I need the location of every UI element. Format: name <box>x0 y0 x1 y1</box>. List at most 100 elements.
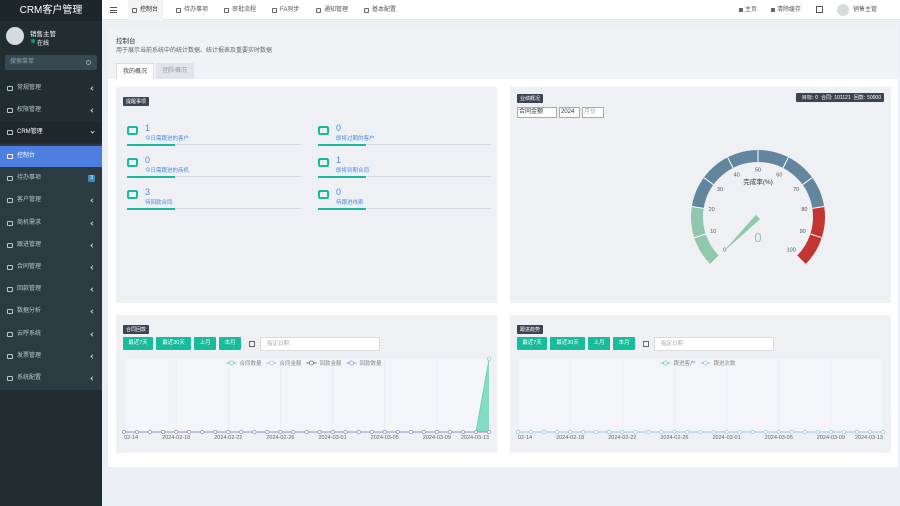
tab-label: 待办事项 <box>184 7 209 13</box>
range-button[interactable]: 本月 <box>219 337 241 350</box>
x-tick-label: 2024-02-22 <box>608 435 636 441</box>
menu-label: 云呼系统 <box>17 330 42 337</box>
range-button[interactable]: 上月 <box>588 337 610 350</box>
point <box>698 430 703 434</box>
reminder-label[interactable]: 今日需跟进的商机 <box>145 168 190 174</box>
nav-tab[interactable]: 审批流程 <box>220 0 261 20</box>
select[interactable]: 月份 <box>582 107 604 118</box>
contract-panel: 合同回款 最近7天 最近30天 上月 本月 指定日期 02-14 2024-02-18 2024… <box>116 315 497 453</box>
nav-link[interactable]: 清除缓存 <box>770 0 801 20</box>
reminder-count[interactable]: 1 <box>336 155 342 165</box>
menu-icon <box>7 242 13 248</box>
date-input[interactable]: 指定日期 <box>260 337 380 351</box>
submenu-item[interactable]: 云呼系统 <box>0 324 102 345</box>
gauge-tick <box>796 255 806 265</box>
menu-toggle[interactable] <box>110 7 117 13</box>
stats-badge: 目标: 0 合同: 101121 回款: 50000 <box>795 93 884 102</box>
stat-value: 50000 <box>867 95 881 101</box>
gauge-pointer <box>722 214 761 253</box>
chevron <box>90 331 95 337</box>
x-tick-label: 2024-03-09 <box>423 435 451 441</box>
nav-tab[interactable]: 基本配置 <box>360 0 401 20</box>
submenu-item[interactable]: 发票管理 <box>0 346 102 367</box>
x-tick-label: 2024-02-26 <box>660 435 688 441</box>
nav-tab[interactable]: 待办事项 <box>172 0 213 20</box>
point <box>737 430 742 434</box>
gauge-tick <box>703 177 714 186</box>
select[interactable]: 合同金额 <box>517 107 557 118</box>
reminder-label[interactable]: 待跟进线索 <box>336 200 364 206</box>
panel-title: 提醒事项 <box>123 97 150 106</box>
reminder-label[interactable]: 即将到期合同 <box>336 168 370 174</box>
menu-item[interactable]: CRM管理 <box>0 122 102 143</box>
gauge-tick <box>727 157 734 169</box>
reminder-label[interactable]: 待回款合同 <box>145 200 173 206</box>
submenu-item[interactable]: 合同管理 <box>0 257 102 278</box>
gauge-chart: 0 10 20 30 40 50 60 70 80 90 100 完成率(%) 0 <box>691 150 825 265</box>
reminder-count[interactable]: 0 <box>336 187 342 197</box>
submenu-item[interactable]: 数据分析 <box>0 301 102 322</box>
point <box>542 430 546 434</box>
sidebar: CRM客户管理 销售主管 在线 搜索菜单 常规管理 权限管理 CRM管理 控制台 待办事… <box>0 0 102 506</box>
logo[interactable]: CRM客户管理 <box>0 0 102 21</box>
divider-accent <box>318 208 366 210</box>
chevron <box>90 198 95 204</box>
x-tick-label: 2024-02-26 <box>266 435 294 441</box>
user-avatar[interactable] <box>837 4 849 16</box>
date-input[interactable]: 指定日期 <box>654 337 774 351</box>
point <box>841 430 846 434</box>
nav-tab[interactable]: 控制台 <box>128 0 164 20</box>
range-button[interactable]: 最近30天 <box>156 337 191 350</box>
reminder-count[interactable]: 0 <box>145 155 151 165</box>
reminder-label[interactable]: 今日需跟进的客户 <box>145 136 190 142</box>
reminder-label[interactable]: 即将过期的客户 <box>336 136 375 142</box>
chevron <box>90 354 95 359</box>
legend-label: 跟进次数 <box>714 359 737 367</box>
search-box[interactable]: 搜索菜单 <box>5 55 97 70</box>
menu-icon <box>7 376 13 381</box>
reminder-count[interactable]: 3 <box>145 187 151 197</box>
range-button[interactable]: 本月 <box>613 337 635 350</box>
point <box>828 430 833 434</box>
submenu-item[interactable]: 控制台 <box>0 146 102 167</box>
nav-link[interactable]: 主页 <box>738 0 757 20</box>
menu-icon <box>7 265 13 270</box>
range-button[interactable]: 最近7天 <box>517 337 547 350</box>
range-button[interactable]: 最近30天 <box>550 337 585 350</box>
reminder-count[interactable]: 1 <box>145 123 151 133</box>
submenu-item[interactable]: 待办事项 3 <box>0 168 102 189</box>
nav-tab[interactable]: FA同步 <box>268 0 304 20</box>
menu-item[interactable]: 权限管理 <box>0 100 102 121</box>
gauge-tick-label: 80 <box>801 207 807 213</box>
submenu-item[interactable]: 跟进管理 <box>0 235 102 256</box>
submenu-item[interactable]: 客户管理 <box>0 190 102 211</box>
range-button[interactable]: 最近7天 <box>123 337 153 350</box>
divider <box>336 176 491 177</box>
content-tab[interactable]: 团队概况 <box>156 63 194 79</box>
menu-icon <box>7 353 13 359</box>
x-tick-label: 2024-02-18 <box>556 435 584 441</box>
gauge-tick <box>812 206 825 209</box>
select[interactable]: 2024 <box>559 107 580 118</box>
range-button[interactable]: 上月 <box>194 337 216 350</box>
content-header <box>108 27 898 79</box>
submenu-item[interactable]: 回款管理 <box>0 279 102 300</box>
point <box>382 430 387 434</box>
gauge-tick <box>782 157 789 169</box>
nav-tab[interactable]: 通知管理 <box>312 0 353 20</box>
point <box>447 430 452 434</box>
reminder-count[interactable]: 0 <box>336 123 342 133</box>
tab-icon <box>176 8 181 13</box>
user-menu[interactable]: 销售主管 <box>853 7 878 13</box>
tab-icon <box>272 8 277 13</box>
submenu-item[interactable]: 系统配置 <box>0 368 102 389</box>
submenu-item[interactable]: 商机需求 <box>0 213 102 234</box>
menu-item[interactable]: 常规管理 <box>0 78 102 99</box>
gauge-tick-label: 10 <box>710 229 716 235</box>
stat-label: 合同: <box>820 95 833 101</box>
chevron <box>90 243 95 248</box>
fullscreen-icon[interactable] <box>816 6 823 13</box>
chevron <box>90 376 95 381</box>
point <box>317 430 322 434</box>
content-tab[interactable]: 我的概况 <box>116 63 154 79</box>
